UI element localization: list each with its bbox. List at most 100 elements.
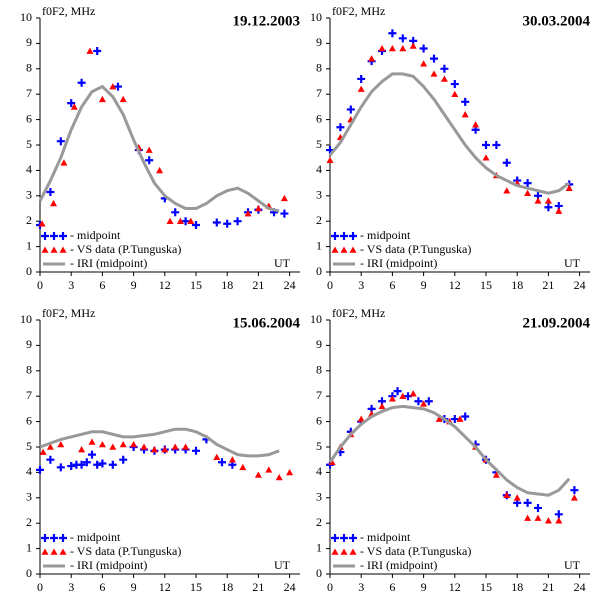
cross-marker	[41, 232, 49, 240]
triangle-marker	[565, 184, 573, 191]
y-tick-label: 4	[316, 464, 322, 478]
triangle-marker	[409, 42, 417, 49]
y-tick-label: 4	[26, 464, 32, 478]
cross-marker	[419, 44, 428, 53]
triangle-marker	[150, 446, 158, 453]
y-tick-label: 8	[26, 61, 32, 75]
cross-marker	[523, 498, 532, 507]
iri-line	[328, 404, 571, 497]
y-axis-label: f0F2, MHz	[332, 4, 385, 18]
x-tick-label: 6	[99, 278, 105, 292]
cross-marker	[388, 29, 397, 38]
triangle-marker	[50, 199, 58, 207]
triangle-marker	[456, 415, 464, 422]
cross-marker	[145, 156, 154, 165]
triangle-marker	[119, 440, 127, 448]
triangle-marker	[349, 246, 357, 253]
triangle-marker	[140, 443, 148, 450]
triangle-marker	[38, 220, 46, 227]
triangle-marker	[182, 443, 190, 450]
cross-marker	[82, 458, 91, 467]
x-tick-label: 9	[131, 278, 137, 292]
triangle-marker	[254, 471, 262, 478]
y-tick-label: 2	[26, 515, 32, 529]
x-tick-label: 15	[480, 278, 492, 292]
cross-marker	[171, 208, 180, 217]
x-tick-label: 15	[190, 580, 202, 594]
y-tick-label: 3	[26, 490, 32, 504]
cross-marker	[98, 459, 107, 468]
triangle-marker	[555, 207, 563, 214]
triangle-marker	[109, 443, 117, 450]
triangle-marker	[86, 47, 94, 54]
triangle-marker	[472, 121, 480, 128]
x-tick-label: 0	[37, 580, 43, 594]
y-tick-label: 6	[26, 413, 32, 427]
y-tick-label: 9	[26, 337, 32, 351]
x-tick-label: 24	[574, 278, 586, 292]
y-tick-label: 5	[316, 439, 322, 453]
legend-label: - midpoint	[360, 228, 411, 242]
x-tick-label: 18	[511, 580, 523, 594]
triangle-marker	[461, 111, 469, 118]
triangle-marker	[130, 440, 138, 448]
triangle-marker	[340, 246, 348, 253]
triangle-marker	[39, 448, 47, 455]
triangle-marker	[534, 197, 542, 204]
legend-label: - VS data (P.Tunguska)	[360, 242, 471, 256]
triangle-marker	[228, 456, 236, 463]
cross-marker	[223, 219, 232, 228]
x-tick-label: 15	[190, 278, 202, 292]
triangle-marker	[46, 443, 54, 450]
triangle-marker	[513, 494, 521, 501]
triangle-marker	[57, 440, 65, 448]
cross-marker	[482, 141, 490, 149]
chart-title: 15.06.2004	[233, 315, 301, 331]
y-tick-label: 10	[20, 10, 32, 24]
cross-marker	[331, 534, 339, 542]
y-tick-label: 0	[316, 566, 322, 580]
cross-marker	[340, 232, 348, 240]
y-tick-label: 2	[26, 213, 32, 227]
triangle-marker	[161, 446, 169, 453]
triangle-marker	[109, 83, 117, 90]
triangle-marker	[166, 217, 174, 224]
x-tick-label: 18	[221, 278, 233, 292]
triangle-marker	[388, 44, 396, 52]
iri-line	[39, 427, 280, 458]
cross-marker	[346, 105, 355, 114]
legend-label: - IRI (midpoint)	[360, 256, 437, 270]
x-tick-label: 12	[449, 278, 461, 292]
y-tick-label: 7	[316, 388, 322, 402]
y-tick-label: 1	[26, 540, 32, 554]
y-tick-label: 9	[26, 35, 32, 49]
triangle-marker	[187, 217, 195, 224]
cross-marker	[349, 232, 357, 240]
cross-marker	[77, 460, 86, 469]
cross-marker	[357, 74, 366, 83]
x-tick-label: 3	[358, 580, 364, 594]
cross-marker	[450, 415, 459, 424]
legend-label: - VS data (P.Tunguska)	[70, 544, 181, 558]
triangle-marker	[326, 156, 334, 164]
y-tick-label: 7	[26, 388, 32, 402]
y-tick-label: 1	[316, 540, 322, 554]
triangle-marker	[378, 402, 386, 410]
x-tick-label: 3	[68, 580, 74, 594]
triangle-marker	[286, 468, 294, 476]
legend-label: - IRI (midpoint)	[70, 558, 147, 572]
iri-line	[38, 84, 280, 213]
y-tick-label: 3	[26, 188, 32, 202]
triangle-marker	[280, 194, 288, 202]
x-axis-label: UT	[564, 558, 581, 572]
y-tick-label: 5	[26, 439, 32, 453]
x-tick-label: 24	[574, 580, 586, 594]
triangle-marker	[357, 85, 365, 92]
cross-marker	[398, 34, 407, 43]
cross-marker	[93, 47, 102, 56]
y-tick-label: 2	[316, 213, 322, 227]
cross-marker	[192, 446, 200, 455]
